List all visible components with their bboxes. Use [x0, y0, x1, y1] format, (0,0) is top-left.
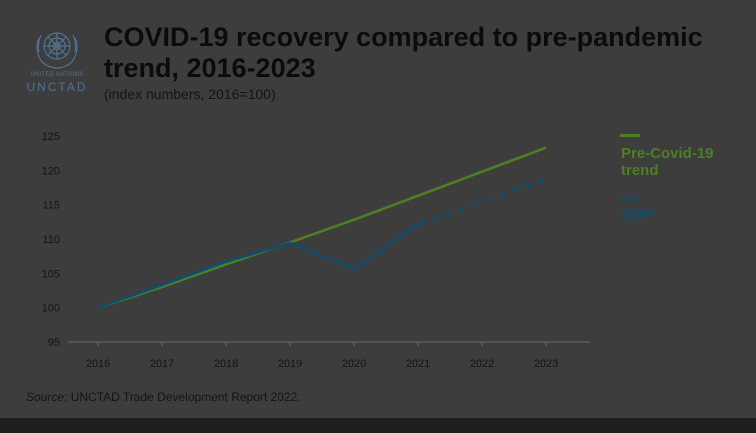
y-tick-label: 110 [42, 234, 60, 246]
logo-text-unctad: UNCTAD [26, 80, 88, 94]
bottom-bar [0, 418, 756, 433]
unctad-logo: UNITED NATIONS UNCTAD [22, 22, 92, 102]
source-text: UNCTAD Trade Development Report 2022. [70, 390, 301, 404]
legend-label-trend-line-2: trend [621, 162, 659, 179]
chart-subtitle: (index numbers, 2016=100) [104, 86, 276, 102]
x-tick-label: 2021 [406, 358, 430, 370]
series-line-pre-covid-19-trend [97, 146, 547, 309]
x-tick-label: 2023 [534, 358, 558, 370]
legend-swatch-gdp [620, 197, 640, 200]
series-line-gdp-projection [417, 177, 547, 226]
y-tick-label: 125 [42, 131, 60, 143]
x-tick-label: 2018 [214, 358, 238, 370]
logo-text-united-nations: UNITED NATIONS [30, 72, 84, 78]
y-tick-label: 120 [42, 165, 60, 177]
chart-title-line-2: trend, 2016-2023 [104, 53, 316, 83]
y-tick-label: 100 [42, 303, 60, 315]
x-tick-label: 2017 [150, 358, 174, 370]
legend-label-gdp: GDP [621, 206, 654, 223]
x-tick-label: 2019 [278, 358, 302, 370]
legend-label-trend: Pre-Covid-19 trend [621, 145, 714, 179]
y-tick-label: 95 [48, 337, 60, 349]
source-label: Source: [26, 390, 68, 404]
source-note: Source: UNCTAD Trade Development Report … [26, 390, 301, 404]
x-tick-label: 2020 [342, 358, 366, 370]
legend-swatch-trend [620, 134, 640, 137]
series-line-gdp [97, 222, 419, 309]
y-tick-label: 105 [42, 268, 60, 280]
x-tick-label: 2016 [86, 358, 110, 370]
x-tick-label: 2022 [470, 358, 494, 370]
legend-label-trend-line-1: Pre-Covid-19 [621, 145, 714, 162]
chart-title-line-1: COVID-19 recovery compared to pre-pandem… [104, 22, 703, 52]
chart-title: COVID-19 recovery compared to pre-pandem… [104, 22, 744, 84]
y-tick-label: 115 [42, 200, 60, 212]
un-emblem-icon [36, 32, 78, 69]
